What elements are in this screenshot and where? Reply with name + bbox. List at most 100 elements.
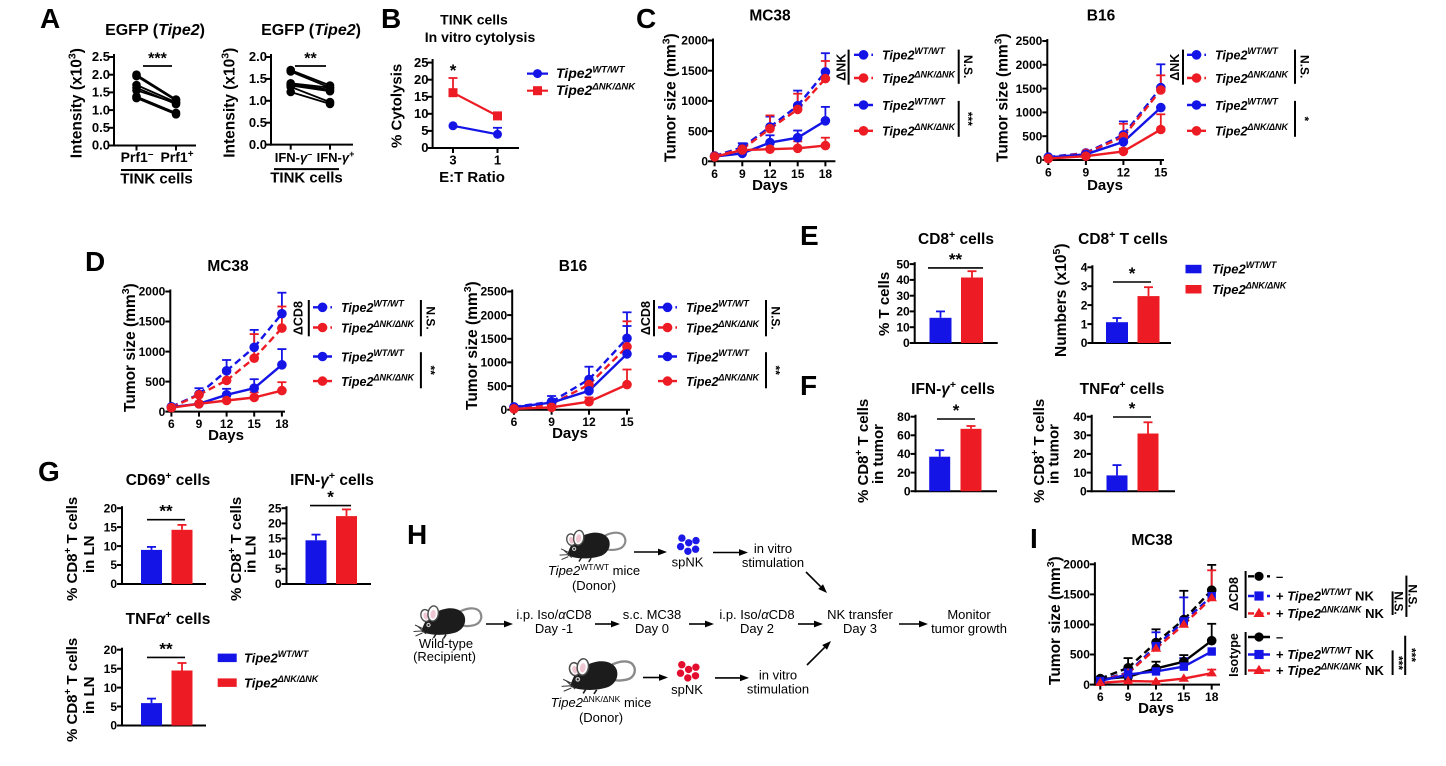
svg-text:Numbers (x105): Numbers (x105) bbox=[1051, 243, 1070, 357]
svg-text:*: * bbox=[1129, 264, 1136, 283]
svg-text:1000: 1000 bbox=[1063, 618, 1090, 632]
svg-text:IFN-γ–: IFN-γ– bbox=[275, 149, 313, 165]
svg-text:Tipe2ΔNK/ΔNK: Tipe2ΔNK/ΔNK bbox=[1215, 122, 1290, 139]
svg-text:Day -1: Day -1 bbox=[535, 621, 573, 636]
svg-text:B16: B16 bbox=[1087, 8, 1116, 25]
svg-text:500: 500 bbox=[487, 379, 507, 393]
svg-text:0.5: 0.5 bbox=[249, 115, 267, 130]
svg-text:0: 0 bbox=[1036, 153, 1043, 167]
svg-text:1.0: 1.0 bbox=[92, 102, 110, 117]
svg-text:Tipe2WT/WT: Tipe2WT/WT bbox=[341, 348, 405, 365]
svg-text:Days: Days bbox=[752, 177, 788, 194]
svg-text:15: 15 bbox=[791, 167, 805, 181]
svg-text:**: ** bbox=[159, 639, 173, 658]
svg-text:5: 5 bbox=[275, 562, 282, 576]
svg-text:15: 15 bbox=[1177, 690, 1191, 704]
svg-text:**: ** bbox=[304, 51, 317, 68]
svg-text:Tipe2WT/WT mice: Tipe2WT/WT mice bbox=[548, 562, 640, 578]
svg-text:TNFα+ cells: TNFα+ cells bbox=[1080, 379, 1165, 398]
svg-text:500: 500 bbox=[1070, 648, 1090, 662]
svg-text:% T cells: % T cells bbox=[876, 272, 893, 336]
svg-text:–: – bbox=[1276, 569, 1283, 584]
svg-text:Day 3: Day 3 bbox=[843, 621, 877, 636]
svg-text:spNK: spNK bbox=[671, 682, 703, 697]
svg-text:10: 10 bbox=[1073, 466, 1087, 480]
svg-text:Tipe2WT/WT: Tipe2WT/WT bbox=[686, 299, 750, 316]
svg-text:12: 12 bbox=[1117, 166, 1131, 180]
svg-text:1000: 1000 bbox=[1016, 106, 1043, 120]
svg-text:TINK cells: TINK cells bbox=[270, 170, 343, 187]
svg-text:Tipe2WT/WT: Tipe2WT/WT bbox=[686, 348, 750, 365]
svg-text:C: C bbox=[636, 3, 656, 34]
svg-text:Day 2: Day 2 bbox=[740, 621, 774, 636]
svg-text:15: 15 bbox=[268, 532, 282, 546]
svg-text:i.p. Iso/αCD8: i.p. Iso/αCD8 bbox=[516, 607, 591, 622]
svg-text:Tipe2WT/WT: Tipe2WT/WT bbox=[882, 46, 946, 63]
svg-text:9: 9 bbox=[196, 417, 203, 431]
svg-text:3: 3 bbox=[1081, 279, 1088, 293]
svg-text:Isotype: Isotype bbox=[1227, 633, 1241, 677]
svg-text:1.0: 1.0 bbox=[249, 93, 267, 108]
svg-text:**: ** bbox=[949, 250, 963, 269]
svg-text:0: 0 bbox=[1080, 484, 1087, 498]
svg-text:1500: 1500 bbox=[1016, 82, 1043, 96]
svg-text:0: 0 bbox=[1081, 336, 1088, 350]
svg-text:stimulation: stimulation bbox=[747, 682, 809, 697]
svg-text:Tumor size (mm3): Tumor size (mm3) bbox=[1045, 556, 1064, 685]
svg-text:in LN: in LN bbox=[81, 536, 98, 574]
svg-text:+ Tipe2WT/WT NK: + Tipe2WT/WT NK bbox=[1276, 646, 1374, 663]
svg-text:Day 0: Day 0 bbox=[635, 621, 669, 636]
svg-text:1.5: 1.5 bbox=[249, 71, 267, 86]
svg-text:N.S.: N.S. bbox=[1298, 55, 1312, 78]
svg-text:Tipe2ΔNK/ΔNK: Tipe2ΔNK/ΔNK bbox=[341, 372, 416, 389]
svg-text:in vitro: in vitro bbox=[754, 541, 792, 556]
svg-text:18: 18 bbox=[1205, 690, 1219, 704]
svg-text:Tipe2ΔNK/ΔNK: Tipe2ΔNK/ΔNK bbox=[686, 319, 761, 336]
svg-text:10: 10 bbox=[896, 320, 910, 334]
svg-text:6: 6 bbox=[711, 167, 718, 181]
svg-text:(Recipient): (Recipient) bbox=[413, 649, 476, 664]
svg-text:2.5: 2.5 bbox=[92, 49, 110, 64]
svg-text:6: 6 bbox=[1045, 166, 1052, 180]
svg-text:**: ** bbox=[769, 366, 783, 376]
svg-text:40: 40 bbox=[896, 273, 910, 287]
svg-text:+ Tipe2ΔNK/ΔNK NK: + Tipe2ΔNK/ΔNK NK bbox=[1276, 604, 1385, 621]
svg-text:0.0: 0.0 bbox=[92, 138, 110, 153]
svg-text:ΔNK: ΔNK bbox=[1168, 54, 1182, 81]
svg-text:***: *** bbox=[1405, 648, 1419, 662]
svg-text:N.S.: N.S. bbox=[1392, 591, 1406, 614]
svg-text:Intensity (x103): Intensity (x103) bbox=[67, 48, 86, 158]
svg-text:in tumor: in tumor bbox=[870, 424, 887, 484]
svg-text:2500: 2500 bbox=[1016, 34, 1043, 48]
svg-text:2000: 2000 bbox=[681, 34, 708, 48]
svg-text:0: 0 bbox=[1083, 678, 1090, 692]
svg-text:MC38: MC38 bbox=[207, 258, 249, 275]
svg-text:in LN: in LN bbox=[81, 677, 98, 715]
svg-text:(Donor): (Donor) bbox=[579, 710, 623, 725]
svg-text:2.0: 2.0 bbox=[92, 67, 110, 82]
svg-text:Tipe2WT/WT: Tipe2WT/WT bbox=[556, 65, 626, 82]
svg-text:20: 20 bbox=[1073, 447, 1087, 461]
svg-text:N.S.: N.S. bbox=[961, 55, 975, 78]
svg-text:0: 0 bbox=[421, 140, 428, 155]
svg-text:CD69+ cells: CD69+ cells bbox=[126, 470, 211, 489]
svg-text:18: 18 bbox=[819, 167, 833, 181]
svg-text:3: 3 bbox=[449, 153, 456, 168]
svg-text:Tipe2WT/WT: Tipe2WT/WT bbox=[244, 649, 310, 666]
svg-text:1500: 1500 bbox=[480, 332, 507, 346]
svg-text:9: 9 bbox=[548, 415, 555, 429]
svg-text:0: 0 bbox=[110, 719, 117, 733]
svg-text:60: 60 bbox=[897, 429, 911, 443]
svg-text:In vitro cytolysis: In vitro cytolysis bbox=[425, 29, 536, 45]
svg-text:1500: 1500 bbox=[1063, 588, 1090, 602]
svg-text:D: D bbox=[85, 246, 105, 277]
svg-text:TNFα+ cells: TNFα+ cells bbox=[126, 609, 211, 628]
svg-text:Tumor size (mm3): Tumor size (mm3) bbox=[462, 281, 481, 410]
svg-text:% CD8+ T cells: % CD8+ T cells bbox=[63, 497, 81, 601]
svg-text:500: 500 bbox=[145, 375, 165, 389]
svg-text:TINK cells: TINK cells bbox=[440, 12, 508, 28]
svg-text:ΔCD8: ΔCD8 bbox=[639, 301, 653, 335]
svg-text:EGFP (Tipe2): EGFP (Tipe2) bbox=[105, 22, 205, 39]
svg-text:Tipe2ΔNK/ΔNK: Tipe2ΔNK/ΔNK bbox=[341, 319, 416, 336]
svg-text:ΔCD8: ΔCD8 bbox=[1227, 577, 1241, 611]
